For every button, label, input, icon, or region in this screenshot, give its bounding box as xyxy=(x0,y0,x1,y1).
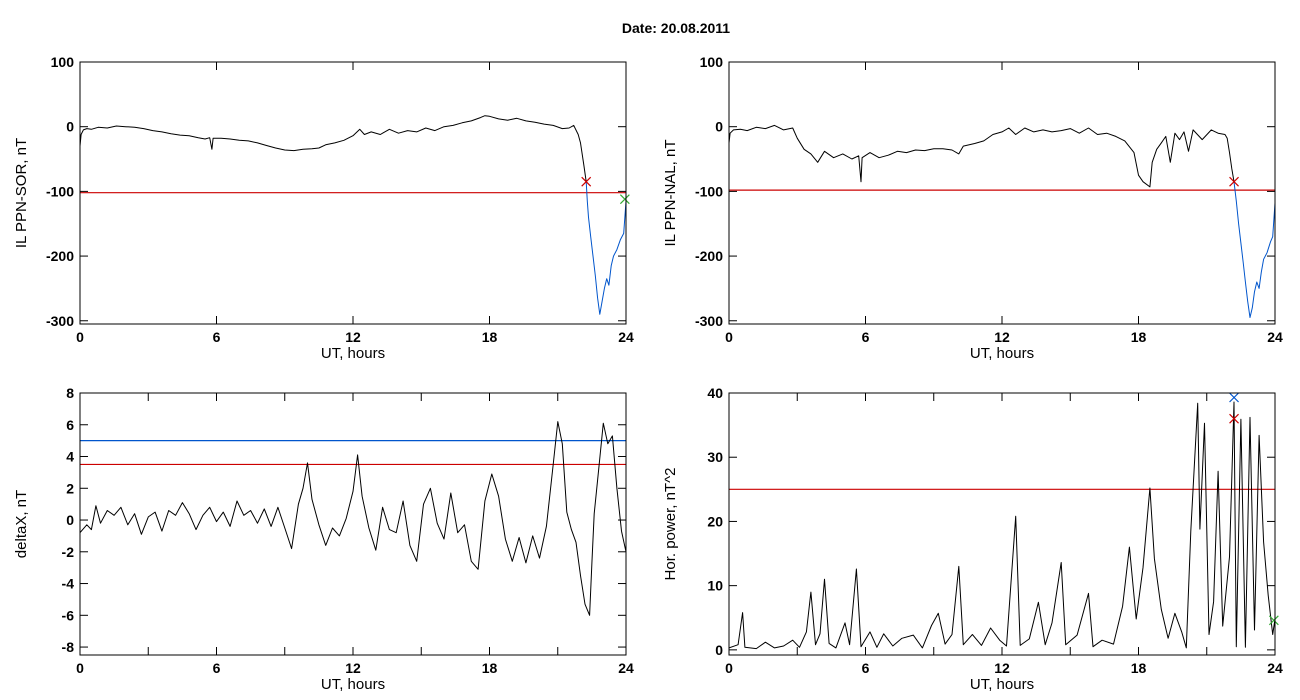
y-tick-label: 30 xyxy=(707,449,723,465)
y-tick-label: -6 xyxy=(62,607,75,623)
series-line-0 xyxy=(729,124,1235,188)
y-tick-label: -8 xyxy=(62,639,75,655)
x-tick-label: 12 xyxy=(345,329,361,345)
x-tick-label: 24 xyxy=(1267,660,1283,676)
x-axis-title: UT, hours xyxy=(970,345,1034,362)
marker-2 xyxy=(1268,615,1279,626)
marker-0 xyxy=(1229,392,1239,403)
plot-frame xyxy=(728,392,1276,656)
x-tick-label: 12 xyxy=(994,660,1010,676)
x-tick-label: 6 xyxy=(213,329,221,345)
panel-hor-power: 0 6 12 18 24 40 30 20 10 0 UT, hours Hor. power, nT… xyxy=(662,385,1283,693)
y-tick-label: -300 xyxy=(695,313,723,329)
marker-stroke xyxy=(1268,615,1279,626)
plot-frame xyxy=(728,61,1276,325)
x-tick-label: 18 xyxy=(482,329,498,345)
x-tick-label: 12 xyxy=(345,660,361,676)
y-tick-label: 100 xyxy=(700,54,724,70)
marker-0 xyxy=(581,176,592,187)
marker-0 xyxy=(1229,176,1239,187)
series-line-1 xyxy=(585,181,626,315)
marker-1 xyxy=(619,194,630,205)
page-title: Date: 20.08.2011 xyxy=(622,20,730,36)
y-tick-label: -200 xyxy=(695,248,723,264)
x-tick-label: 24 xyxy=(618,329,634,345)
series-line-0 xyxy=(80,115,587,182)
x-tick-label: 6 xyxy=(862,329,870,345)
x-tick-label: 0 xyxy=(725,329,733,345)
x-tick-label: 18 xyxy=(1131,329,1147,345)
marker-1 xyxy=(1229,413,1239,424)
panel-ppn-sor: 0 6 12 18 24 100 0 -100 -200 -300 UT, hours IL PPN-… xyxy=(13,54,634,362)
y-tick-label: -200 xyxy=(46,248,74,264)
x-axis-title: UT, hours xyxy=(321,676,385,693)
y-tick-label: 10 xyxy=(707,578,723,594)
y-tick-label: 40 xyxy=(707,385,723,401)
y-tick-label: 6 xyxy=(66,417,74,433)
y-tick-label: 20 xyxy=(707,513,723,529)
y-tick-label: 0 xyxy=(715,642,723,658)
y-tick-label: -100 xyxy=(46,183,74,199)
x-tick-label: 12 xyxy=(994,329,1010,345)
panel-deltax: 0 6 12 18 24 8 6 4 2 0 -2 -4 -6 -8 UT, hours deltaX, nT xyxy=(13,385,634,693)
x-tick-label: 0 xyxy=(76,329,84,345)
marker-stroke xyxy=(619,194,630,205)
y-tick-label: 2 xyxy=(66,480,74,496)
y-axis-title: IL PPN-NAL, nT xyxy=(662,140,679,247)
y-tick-label: 8 xyxy=(66,385,74,401)
y-tick-label: 0 xyxy=(715,119,723,135)
y-tick-label: -100 xyxy=(695,183,723,199)
x-tick-label: 0 xyxy=(725,660,733,676)
y-tick-label: 0 xyxy=(66,119,74,135)
y-tick-label: 4 xyxy=(66,449,74,465)
plot-frame xyxy=(79,392,627,656)
x-tick-label: 6 xyxy=(862,660,870,676)
x-axis-title: UT, hours xyxy=(970,676,1034,693)
x-tick-label: 6 xyxy=(213,660,221,676)
x-tick-label: 24 xyxy=(618,660,634,676)
y-axis-title: deltaX, nT xyxy=(13,490,30,558)
y-tick-label: -4 xyxy=(62,576,75,592)
series-line-1 xyxy=(1233,181,1275,318)
x-tick-label: 18 xyxy=(1131,660,1147,676)
x-tick-label: 18 xyxy=(482,660,498,676)
marker-stroke xyxy=(1229,176,1239,187)
y-tick-label: 0 xyxy=(66,512,74,528)
marker-stroke xyxy=(1229,392,1239,403)
y-axis-title: Hor. power, nT^2 xyxy=(662,468,679,581)
y-axis-title: IL PPN-SOR, nT xyxy=(13,138,30,248)
y-tick-label: -2 xyxy=(62,544,75,560)
y-tick-label: 100 xyxy=(51,54,75,70)
panel-ppn-nal: 0 6 12 18 24 100 0 -100 -200 -300 UT, hours IL PPN-… xyxy=(662,54,1283,362)
y-tick-label: -300 xyxy=(46,313,74,329)
x-axis-title: UT, hours xyxy=(321,345,385,362)
series-line-0 xyxy=(729,401,1275,650)
marker-stroke xyxy=(1229,413,1239,424)
x-tick-label: 24 xyxy=(1267,329,1283,345)
x-tick-label: 0 xyxy=(76,660,84,676)
marker-stroke xyxy=(581,176,592,187)
series-line-0 xyxy=(80,421,626,616)
